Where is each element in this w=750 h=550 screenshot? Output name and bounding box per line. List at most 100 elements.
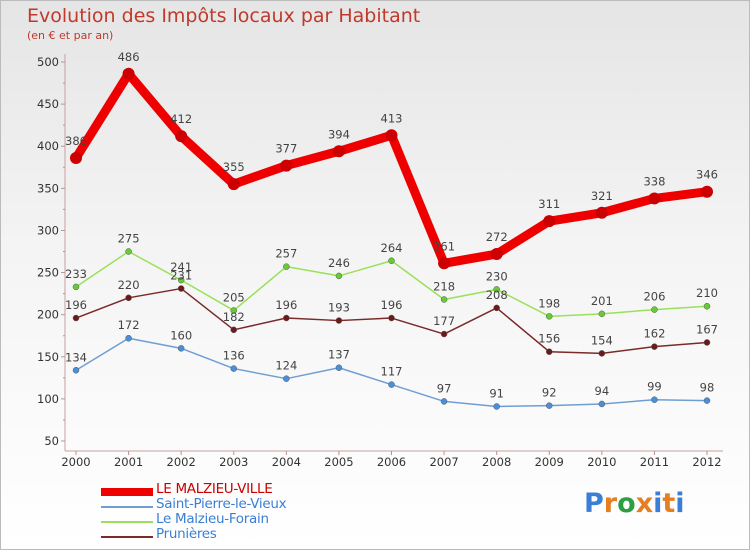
data-label: 206 [643, 290, 665, 304]
data-label: 92 [542, 386, 557, 400]
data-label: 413 [381, 111, 403, 125]
data-label: 201 [591, 294, 613, 308]
data-point [651, 396, 658, 403]
data-point [335, 364, 343, 371]
data-label: 218 [433, 280, 455, 294]
x-tick-label: 2000 [61, 455, 90, 469]
data-point [701, 185, 713, 198]
x-tick-label: 2003 [219, 455, 248, 469]
data-point [438, 257, 451, 270]
data-point [177, 345, 185, 352]
y-tick-label: 50 [44, 434, 59, 448]
y-tick-label: 350 [37, 181, 59, 195]
data-label: 346 [696, 168, 718, 182]
data-label: 230 [486, 269, 508, 283]
chart-subtitle: (en € et par an) [27, 29, 114, 42]
data-label: 275 [118, 232, 140, 246]
data-label: 98 [700, 381, 715, 395]
data-point [122, 67, 135, 80]
data-point [493, 403, 500, 410]
data-label: 311 [538, 197, 560, 211]
data-label: 97 [437, 381, 452, 395]
data-point [490, 248, 503, 261]
data-label: 233 [65, 267, 87, 281]
data-point [335, 272, 343, 280]
data-point [388, 257, 395, 265]
data-point [546, 313, 553, 320]
data-label: 272 [486, 230, 508, 244]
data-label: 394 [328, 127, 350, 141]
y-tick-label: 150 [37, 350, 59, 364]
data-label: 208 [486, 288, 508, 302]
data-point [175, 130, 188, 143]
legend-swatch [101, 506, 153, 508]
data-label: 261 [433, 239, 455, 253]
proxiti-logo: Proxiti [584, 488, 685, 519]
x-tick-label: 2012 [692, 455, 721, 469]
legend-label: LE MALZIEU-VILLE [156, 481, 273, 497]
data-label: 196 [381, 298, 403, 312]
data-label: 193 [328, 301, 350, 315]
data-label: 486 [118, 50, 140, 64]
data-label: 137 [328, 348, 350, 362]
data-point [385, 129, 398, 142]
y-tick-label: 500 [37, 55, 59, 69]
chart-title: Evolution des Impôts locaux par Habitant [27, 5, 421, 27]
data-point [546, 402, 553, 409]
legend-swatch [101, 536, 153, 538]
data-label: 321 [591, 189, 613, 203]
legend-label: Le Malzieu-Forain [156, 511, 269, 527]
data-point [177, 285, 185, 292]
data-point [493, 286, 500, 293]
data-point [440, 330, 448, 338]
data-label: 338 [643, 174, 665, 188]
y-tick-label: 250 [37, 266, 59, 280]
data-label: 198 [538, 296, 560, 310]
data-label: 231 [170, 269, 192, 283]
data-point [230, 326, 237, 334]
data-label: 91 [489, 386, 504, 400]
data-point [651, 343, 658, 350]
data-point [280, 159, 293, 172]
data-point [595, 206, 608, 219]
data-point [70, 152, 82, 165]
legend-label: Saint-Pierre-le-Vieux [156, 496, 287, 512]
x-tick-label: 2009 [535, 455, 564, 469]
data-point [125, 334, 132, 342]
y-tick-label: 450 [37, 97, 59, 111]
data-point [283, 375, 290, 382]
data-label: 162 [643, 327, 665, 341]
data-point [703, 339, 711, 346]
data-label: 99 [647, 380, 662, 394]
data-point [283, 314, 290, 322]
data-point [543, 215, 556, 228]
x-tick-label: 2011 [640, 455, 669, 469]
y-tick-label: 400 [37, 139, 59, 153]
data-label: 177 [433, 314, 455, 328]
y-tick-label: 300 [37, 223, 59, 237]
data-label: 220 [118, 278, 140, 292]
data-point [177, 276, 185, 284]
data-point [493, 304, 500, 312]
data-label: 136 [223, 349, 245, 363]
data-point [125, 248, 132, 255]
data-label: 205 [223, 290, 245, 304]
data-point [648, 192, 661, 205]
data-label: 412 [170, 112, 192, 126]
data-point [388, 381, 395, 388]
data-point [72, 283, 80, 291]
data-label: 196 [275, 298, 297, 312]
data-point [72, 367, 80, 374]
data-point [598, 310, 606, 318]
series-line [71, 69, 712, 268]
data-point [546, 348, 553, 355]
data-label: 117 [381, 365, 403, 379]
data-point [440, 296, 448, 303]
data-label: 156 [538, 332, 560, 346]
x-tick-label: 2006 [377, 455, 406, 469]
data-point [703, 397, 711, 404]
data-label: 196 [65, 298, 87, 312]
x-tick-label: 2002 [167, 455, 196, 469]
